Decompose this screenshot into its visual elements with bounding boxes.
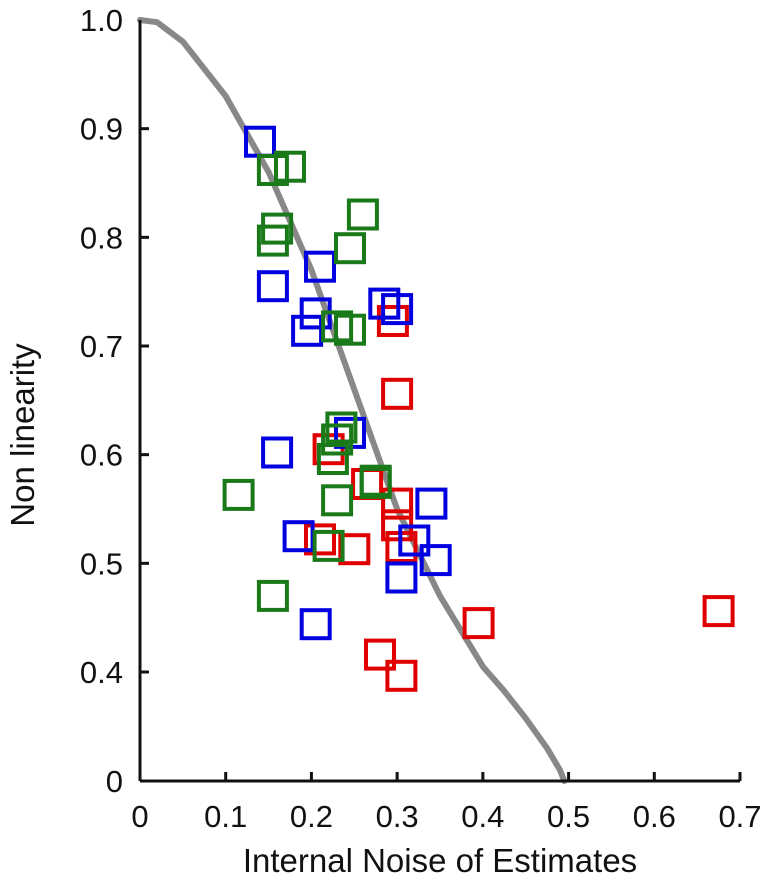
series-2-point xyxy=(381,293,414,326)
x-tick-label: 0.2 xyxy=(290,799,333,834)
series-3-point xyxy=(256,154,289,186)
series-1-point xyxy=(381,487,414,520)
y-tick-label: 0 xyxy=(106,764,123,799)
x-tick-label: 0.6 xyxy=(633,799,676,834)
y-tick-label: 0.5 xyxy=(80,546,123,581)
series-2-point xyxy=(256,270,289,303)
series-3-point xyxy=(334,313,366,346)
series-3-point xyxy=(274,150,306,183)
y-axis-title: Non linearity xyxy=(4,343,41,527)
ticks-layer: 0 0.1 0.2 0.3 0.4 0.5 0.6 0.7 0 0.4 0.5 0.6 0.7 0.8 0.… xyxy=(80,3,762,834)
series-3-point xyxy=(256,579,289,612)
series-3-point xyxy=(256,224,289,257)
points-layer xyxy=(222,125,735,692)
series-3-point xyxy=(222,478,255,511)
series-2-point xyxy=(299,608,332,641)
series-1-point xyxy=(702,595,735,628)
y-tick-label: 0.4 xyxy=(80,655,123,690)
series-3-point xyxy=(359,466,392,499)
x-tick-label: 0.3 xyxy=(376,799,419,834)
series-2-point xyxy=(398,524,431,557)
series-2-point xyxy=(415,487,448,520)
x-axis-title: Internal Noise of Estimates xyxy=(243,842,637,879)
curve-layer xyxy=(137,17,568,784)
y-tick-label: 0.6 xyxy=(80,438,123,473)
series-2-point xyxy=(385,561,418,594)
series-3-point xyxy=(312,529,345,562)
x-tick-label: 0.5 xyxy=(547,799,590,834)
y-tick-label: 1.0 xyxy=(80,3,123,38)
y-tick-label: 0.8 xyxy=(80,220,123,255)
series-1-point xyxy=(385,659,418,692)
x-tick-label: 0.7 xyxy=(718,799,761,834)
series-1-point xyxy=(364,638,396,671)
series-3-point xyxy=(346,198,379,231)
y-tick-label: 0.9 xyxy=(80,112,123,147)
series-3-point xyxy=(321,423,354,456)
series-3-point xyxy=(316,443,349,475)
series-2-point xyxy=(304,250,336,283)
series-1-point xyxy=(338,533,371,566)
series-1-point xyxy=(381,377,414,410)
series-1-point xyxy=(462,607,495,640)
series-3-point xyxy=(321,484,354,517)
series-1-point xyxy=(304,523,336,556)
y-tick-label: 0.7 xyxy=(80,329,123,364)
series-1-point xyxy=(376,305,409,337)
fit-curve xyxy=(137,17,568,784)
series-3-point xyxy=(334,232,366,265)
x-tick-label: 0.4 xyxy=(461,799,504,834)
series-2-point xyxy=(261,436,294,469)
x-tick-label: 0.1 xyxy=(204,799,247,834)
x-tick-label: 0 xyxy=(131,799,148,834)
series-2-point xyxy=(419,544,452,577)
series-2-point xyxy=(291,314,324,347)
